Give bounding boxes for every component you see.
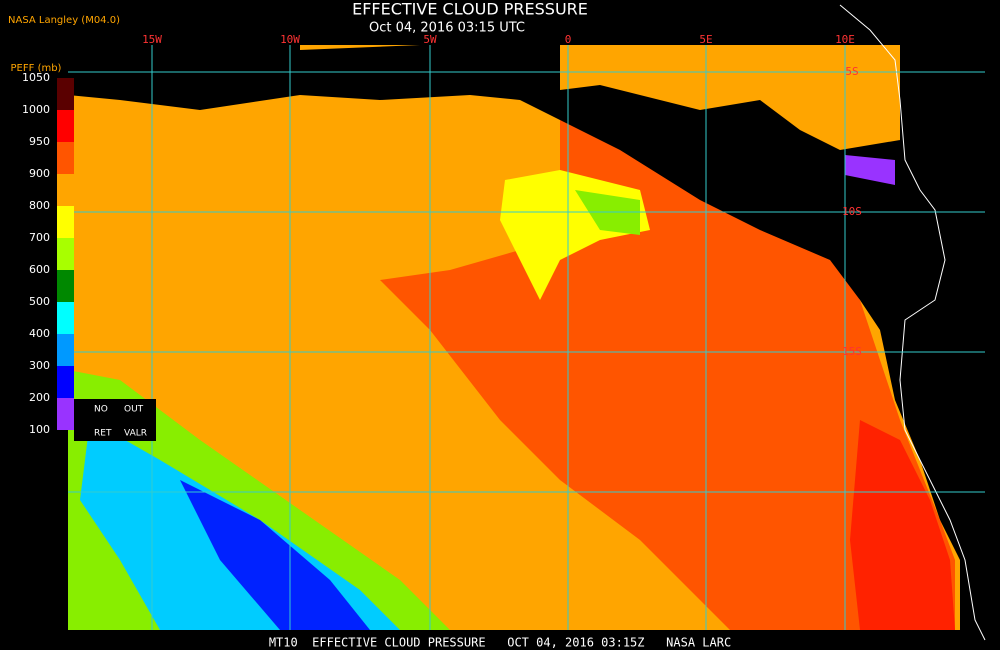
cloud-high-blue <box>180 480 370 630</box>
colorbar-segment <box>57 110 74 142</box>
colorbar-segment <box>57 78 74 110</box>
colorbar-segment <box>57 398 74 430</box>
colorbar-label: 300 <box>29 359 50 372</box>
colorbar-segment <box>57 302 74 334</box>
colorbar-label: 700 <box>29 231 50 244</box>
colorbar: 1050 1000 950 900 800 700 600 500 400 300 200 100 <box>22 71 74 436</box>
map-image <box>68 4 986 641</box>
colorbar-segment <box>57 206 74 238</box>
colorbar-label: 400 <box>29 327 50 340</box>
lon-label: 5E <box>699 33 712 46</box>
lat-label: 10S <box>842 205 862 218</box>
lon-label: 10W <box>280 33 300 46</box>
colorbar-label: 800 <box>29 199 50 212</box>
colorbar-label: 1050 <box>22 71 50 84</box>
colorbar-segment <box>57 270 74 302</box>
colorbar-segment <box>57 174 74 206</box>
legend-item: RET <box>94 429 112 439</box>
legend-item: OUT <box>124 405 144 415</box>
legend-box <box>74 399 156 441</box>
cloud-lowest <box>850 420 955 630</box>
colorbar-segment <box>57 238 74 270</box>
legend-item: NO <box>94 405 108 415</box>
lon-label: 0 <box>565 33 572 46</box>
colorbar-segment <box>57 142 74 174</box>
colorbar-title: PEFF (mb) <box>11 63 62 74</box>
coastline <box>839 4 986 641</box>
colorbar-label: 100 <box>29 423 50 436</box>
title: EFFECTIVE CLOUD PRESSURE <box>352 0 588 19</box>
colorbar-label: 900 <box>29 167 50 180</box>
colorbar-segment <box>57 334 74 366</box>
legend-item: VALR <box>124 429 147 439</box>
source-label: NASA Langley (M04.0) <box>8 15 120 26</box>
graticule: 15W 10W 5W 0 5E 10E 5S 10S 15S <box>68 33 985 630</box>
colorbar-label: 950 <box>29 135 50 148</box>
footer: MT10 EFFECTIVE CLOUD PRESSURE OCT 04, 20… <box>269 636 731 650</box>
land-and-clear <box>68 45 985 630</box>
lat-label: 5S <box>845 65 858 78</box>
colorbar-label: 600 <box>29 263 50 276</box>
lon-label: 5W <box>423 33 437 46</box>
lat-label: 15S <box>842 345 862 358</box>
lon-label: 15W <box>142 33 162 46</box>
colorbar-label: 200 <box>29 391 50 404</box>
lon-label: 10E <box>835 33 855 46</box>
cloud-highest <box>845 155 895 185</box>
colorbar-label: 500 <box>29 295 50 308</box>
colorbar-label: 1000 <box>22 103 50 116</box>
subtitle: Oct 04, 2016 03:15 UTC <box>369 21 525 36</box>
colorbar-segment <box>57 366 74 398</box>
